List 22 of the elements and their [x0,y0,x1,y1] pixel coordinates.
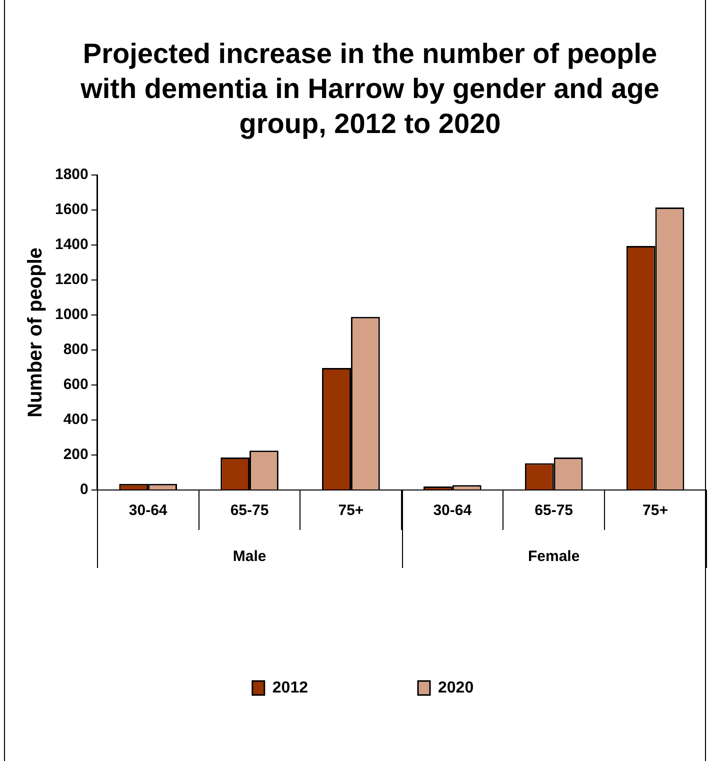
y-tick-label: 1000 [54,306,88,324]
x-tick-label: 30-64 [128,502,168,520]
legend-label: 2012 [272,679,308,696]
x-tick-label: 65-75 [230,502,269,520]
y-tick-label: 1400 [54,236,88,254]
text: Female [528,548,580,566]
y-tick-label: 800 [63,341,88,358]
legend-label: 2020 [438,679,474,696]
chart-title: Projected increase in the number of people with dementia in Harrow by gender and age group, 2012 to 2020 [80,37,660,141]
y-tick-label: 1200 [54,271,88,288]
y-tick-label: 600 [63,376,88,394]
x-tick-label: 75+ [338,502,364,520]
x-tick-label: 30-64 [433,502,472,520]
y-tick-label: 200 [63,446,88,464]
y-tick-label: 400 [63,411,88,428]
y-tick-label: 1600 [54,201,88,218]
text: Male [232,548,266,566]
y-tick-label: 0 [80,481,88,498]
y-tick-label: 1800 [54,166,88,184]
x-tick-label: 65-75 [534,502,574,520]
y-axis-title: Number of people [24,247,47,418]
x-tick-label: 75+ [642,502,668,520]
